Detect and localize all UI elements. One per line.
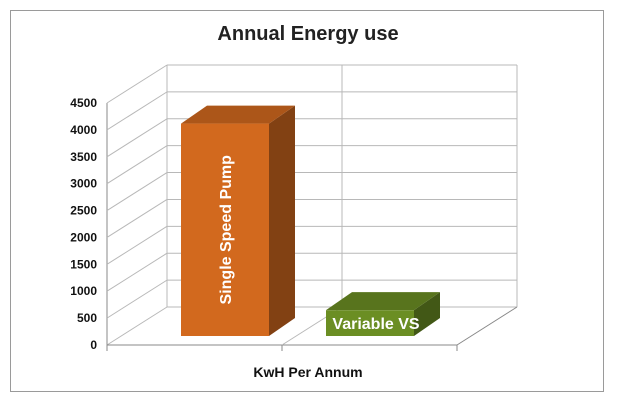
gridline-side-4 [106,199,168,238]
gridline-side-3 [106,225,168,265]
bar-single-speed-pump: Single Speed Pump [181,105,295,336]
x-axis-label: KwH Per Annum [253,364,362,380]
bar-side-face [269,105,295,336]
chart-frame: Annual Energy use 0 500 1000 1500 2000 2500 30… [10,10,604,392]
gridline-side-2 [106,252,168,292]
y-tick-label: 3500 [70,150,97,164]
bar-top-face [181,105,295,124]
y-axis-ticks: 0 500 1000 1500 2000 2500 3000 3500 4000 4500 [70,96,97,352]
chart-grid [106,64,518,351]
y-tick-label: 4500 [70,96,97,110]
y-tick-label: 2500 [70,204,97,218]
y-tick-label: 500 [77,311,97,325]
bar-variable-vs: Variable VS [326,292,440,336]
chart-title: Annual Energy use [217,23,398,45]
bar-front-face [326,310,414,336]
gridline-side-0 [106,306,168,346]
bar-top-face [326,292,440,311]
gridline-side-7 [106,118,168,158]
gridline-side-1 [106,279,168,319]
y-tick-label: 1500 [70,257,97,271]
bar-label: Variable VS [332,316,419,333]
y-tick-label: 1000 [70,284,97,298]
bar-label: Single Speed Pump [218,155,235,305]
energy-bar-chart: Annual Energy use 0 500 1000 1500 2000 2500 30… [70,23,518,380]
gridline-side-9 [106,64,168,104]
floor-right-edge [456,306,518,346]
y-tick-label: 2000 [70,230,97,244]
y-tick-label: 4000 [70,123,97,137]
gridline-side-6 [106,145,168,185]
y-tick-label: 0 [90,338,97,352]
bar-side-face [414,292,440,336]
gridline-side-8 [106,91,168,131]
y-tick-label: 3000 [70,177,97,191]
bar-front-face [181,123,269,336]
chart-bars: Single Speed Pump Variable VS [181,105,440,336]
gridline-side-5 [106,172,168,211]
